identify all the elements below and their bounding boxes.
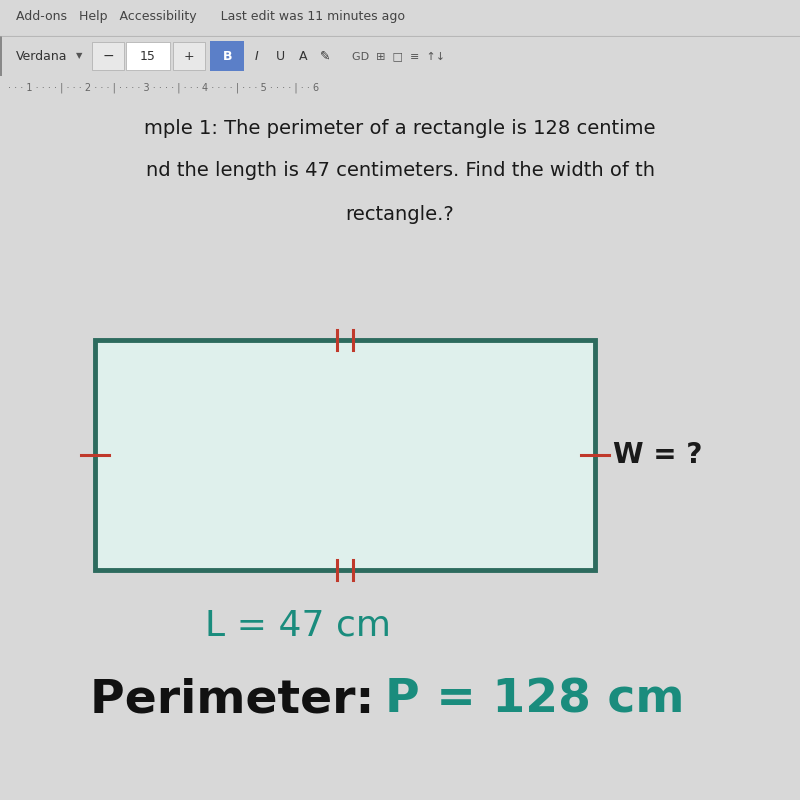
- Text: mple 1: The perimeter of a rectangle is 128 centime: mple 1: The perimeter of a rectangle is …: [144, 118, 656, 138]
- Text: Perimeter:: Perimeter:: [90, 678, 391, 722]
- Bar: [126, 42, 170, 70]
- Text: B: B: [222, 50, 232, 62]
- Text: ✎: ✎: [320, 50, 330, 62]
- Text: −: −: [102, 49, 114, 63]
- Text: Verdana: Verdana: [16, 50, 67, 62]
- Text: ▼: ▼: [76, 51, 82, 61]
- Text: P = 128 cm: P = 128 cm: [385, 678, 685, 722]
- Bar: [173, 42, 205, 70]
- Text: +: +: [183, 50, 194, 62]
- Text: A: A: [299, 50, 308, 62]
- Bar: [0, 36, 2, 76]
- Text: nd the length is 47 centimeters. Find the width of th: nd the length is 47 centimeters. Find th…: [146, 161, 654, 179]
- Text: I: I: [254, 50, 258, 62]
- Bar: [210, 41, 244, 71]
- Text: L = 47 cm: L = 47 cm: [205, 608, 391, 642]
- Text: · · · 1 · · · · | · · · 2 · · · | · · · · 3 · · · · | · · · 4 · · · · | · · · 5 : · · · 1 · · · · | · · · 2 · · · | · · · …: [8, 82, 319, 94]
- Text: U: U: [276, 50, 285, 62]
- Text: W = ?: W = ?: [613, 441, 702, 469]
- Text: Add-ons   Help   Accessibility      Last edit was 11 minutes ago: Add-ons Help Accessibility Last edit was…: [16, 10, 405, 22]
- Bar: [92, 42, 124, 70]
- Text: rectangle.?: rectangle.?: [346, 206, 454, 224]
- Text: GD  ⊞  □  ≡  ↑↓: GD ⊞ □ ≡ ↑↓: [352, 51, 445, 61]
- Bar: [95, 340, 595, 570]
- Text: 15: 15: [140, 50, 156, 62]
